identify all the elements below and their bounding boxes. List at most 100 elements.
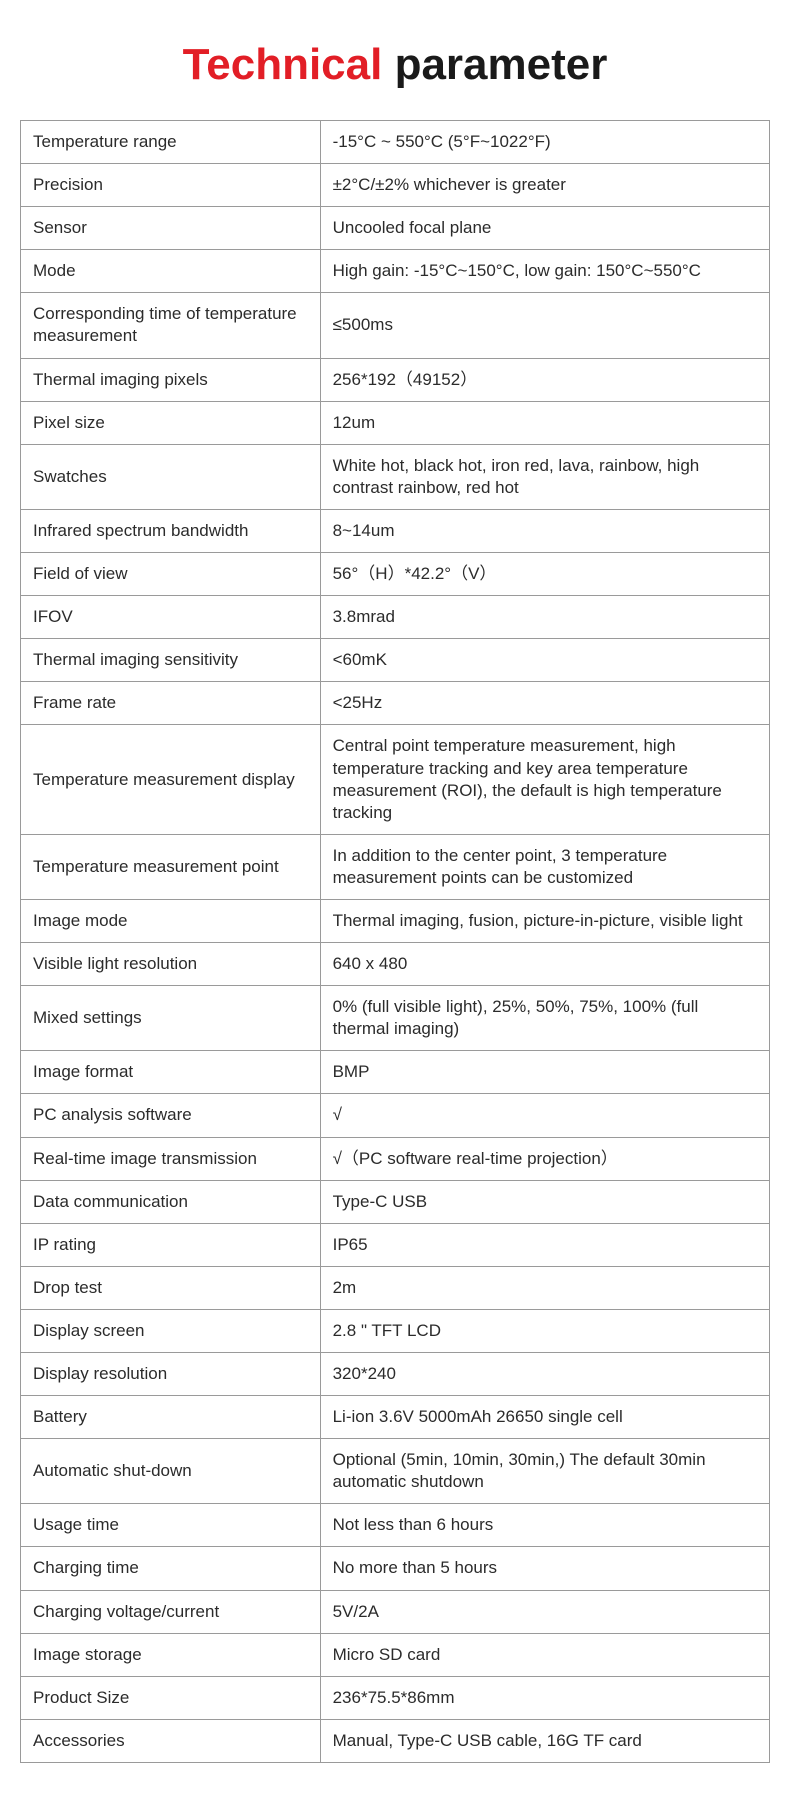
spec-label: Charging time xyxy=(21,1547,321,1590)
spec-value: In addition to the center point, 3 tempe… xyxy=(320,834,769,899)
table-row: Thermal imaging pixels256*192（49152） xyxy=(21,358,770,401)
spec-label: Data communication xyxy=(21,1180,321,1223)
spec-value: Uncooled focal plane xyxy=(320,207,769,250)
spec-value: <25Hz xyxy=(320,682,769,725)
spec-value: Type-C USB xyxy=(320,1180,769,1223)
table-row: Corresponding time of temperature measur… xyxy=(21,293,770,358)
spec-label: Field of view xyxy=(21,553,321,596)
spec-table: Temperature range-15°C ~ 550°C (5°F~1022… xyxy=(20,120,770,1763)
title-part-red: Technical xyxy=(183,40,383,89)
spec-value: 0% (full visible light), 25%, 50%, 75%, … xyxy=(320,986,769,1051)
spec-value: -15°C ~ 550°C (5°F~1022°F) xyxy=(320,121,769,164)
spec-value: 2.8 " TFT LCD xyxy=(320,1309,769,1352)
spec-label: Image storage xyxy=(21,1633,321,1676)
spec-value: White hot, black hot, iron red, lava, ra… xyxy=(320,444,769,509)
spec-label: Display resolution xyxy=(21,1353,321,1396)
page-title: Technical parameter xyxy=(20,40,770,90)
spec-label: PC analysis software xyxy=(21,1094,321,1137)
spec-value: ±2°C/±2% whichever is greater xyxy=(320,164,769,207)
spec-value: No more than 5 hours xyxy=(320,1547,769,1590)
table-row: Drop test2m xyxy=(21,1266,770,1309)
spec-label: IFOV xyxy=(21,596,321,639)
table-row: ModeHigh gain: -15°C~150°C, low gain: 15… xyxy=(21,250,770,293)
table-row: SwatchesWhite hot, black hot, iron red, … xyxy=(21,444,770,509)
spec-value: 12um xyxy=(320,401,769,444)
spec-value: High gain: -15°C~150°C, low gain: 150°C~… xyxy=(320,250,769,293)
spec-label: Accessories xyxy=(21,1719,321,1762)
table-row: Display screen2.8 " TFT LCD xyxy=(21,1309,770,1352)
table-row: IFOV3.8mrad xyxy=(21,596,770,639)
spec-value: BMP xyxy=(320,1051,769,1094)
spec-label: Swatches xyxy=(21,444,321,509)
spec-label: Real-time image transmission xyxy=(21,1137,321,1180)
table-row: Pixel size12um xyxy=(21,401,770,444)
spec-label: Pixel size xyxy=(21,401,321,444)
table-row: SensorUncooled focal plane xyxy=(21,207,770,250)
table-row: Real-time image transmission√（PC softwar… xyxy=(21,1137,770,1180)
table-row: Temperature range-15°C ~ 550°C (5°F~1022… xyxy=(21,121,770,164)
spec-label: IP rating xyxy=(21,1223,321,1266)
table-row: Temperature measurement displayCentral p… xyxy=(21,725,770,834)
spec-value: IP65 xyxy=(320,1223,769,1266)
spec-value: Li-ion 3.6V 5000mAh 26650 single cell xyxy=(320,1396,769,1439)
table-row: Image formatBMP xyxy=(21,1051,770,1094)
table-row: Product Size236*75.5*86mm xyxy=(21,1676,770,1719)
spec-value: Central point temperature measurement, h… xyxy=(320,725,769,834)
spec-value: 8~14um xyxy=(320,509,769,552)
table-row: Data communicationType-C USB xyxy=(21,1180,770,1223)
spec-value: 3.8mrad xyxy=(320,596,769,639)
table-row: AccessoriesManual, Type-C USB cable, 16G… xyxy=(21,1719,770,1762)
table-row: Mixed settings0% (full visible light), 2… xyxy=(21,986,770,1051)
spec-label: Image mode xyxy=(21,899,321,942)
spec-value: 236*75.5*86mm xyxy=(320,1676,769,1719)
table-row: Temperature measurement pointIn addition… xyxy=(21,834,770,899)
spec-value: 640 x 480 xyxy=(320,943,769,986)
spec-label: Battery xyxy=(21,1396,321,1439)
spec-label: Mixed settings xyxy=(21,986,321,1051)
table-row: Automatic shut-downOptional (5min, 10min… xyxy=(21,1439,770,1504)
spec-value: <60mK xyxy=(320,639,769,682)
spec-value: Manual, Type-C USB cable, 16G TF card xyxy=(320,1719,769,1762)
spec-label: Infrared spectrum bandwidth xyxy=(21,509,321,552)
spec-label: Product Size xyxy=(21,1676,321,1719)
spec-label: Display screen xyxy=(21,1309,321,1352)
spec-value: Not less than 6 hours xyxy=(320,1504,769,1547)
table-row: Visible light resolution640 x 480 xyxy=(21,943,770,986)
spec-label: Thermal imaging pixels xyxy=(21,358,321,401)
table-row: Infrared spectrum bandwidth8~14um xyxy=(21,509,770,552)
spec-value: 2m xyxy=(320,1266,769,1309)
table-row: Precision±2°C/±2% whichever is greater xyxy=(21,164,770,207)
spec-label: Temperature measurement display xyxy=(21,725,321,834)
table-row: PC analysis software√ xyxy=(21,1094,770,1137)
spec-label: Precision xyxy=(21,164,321,207)
spec-label: Sensor xyxy=(21,207,321,250)
spec-label: Drop test xyxy=(21,1266,321,1309)
table-row: Thermal imaging sensitivity<60mK xyxy=(21,639,770,682)
spec-label: Thermal imaging sensitivity xyxy=(21,639,321,682)
spec-label: Image format xyxy=(21,1051,321,1094)
table-row: Usage timeNot less than 6 hours xyxy=(21,1504,770,1547)
table-row: Image storageMicro SD card xyxy=(21,1633,770,1676)
table-row: Field of view56°（H）*42.2°（V） xyxy=(21,553,770,596)
table-row: Display resolution320*240 xyxy=(21,1353,770,1396)
spec-value: √（PC software real-time projection） xyxy=(320,1137,769,1180)
spec-value: ≤500ms xyxy=(320,293,769,358)
spec-value: Thermal imaging, fusion, picture-in-pict… xyxy=(320,899,769,942)
spec-value: Micro SD card xyxy=(320,1633,769,1676)
spec-label: Temperature range xyxy=(21,121,321,164)
table-row: Charging timeNo more than 5 hours xyxy=(21,1547,770,1590)
spec-label: Temperature measurement point xyxy=(21,834,321,899)
spec-label: Mode xyxy=(21,250,321,293)
spec-label: Corresponding time of temperature measur… xyxy=(21,293,321,358)
spec-value: √ xyxy=(320,1094,769,1137)
spec-label: Automatic shut-down xyxy=(21,1439,321,1504)
table-row: BatteryLi-ion 3.6V 5000mAh 26650 single … xyxy=(21,1396,770,1439)
title-part-black: parameter xyxy=(382,40,607,89)
spec-value: 320*240 xyxy=(320,1353,769,1396)
spec-label: Frame rate xyxy=(21,682,321,725)
spec-value: Optional (5min, 10min, 30min,) The defau… xyxy=(320,1439,769,1504)
table-row: IP ratingIP65 xyxy=(21,1223,770,1266)
spec-value: 56°（H）*42.2°（V） xyxy=(320,553,769,596)
spec-value: 256*192（49152） xyxy=(320,358,769,401)
table-row: Image modeThermal imaging, fusion, pictu… xyxy=(21,899,770,942)
